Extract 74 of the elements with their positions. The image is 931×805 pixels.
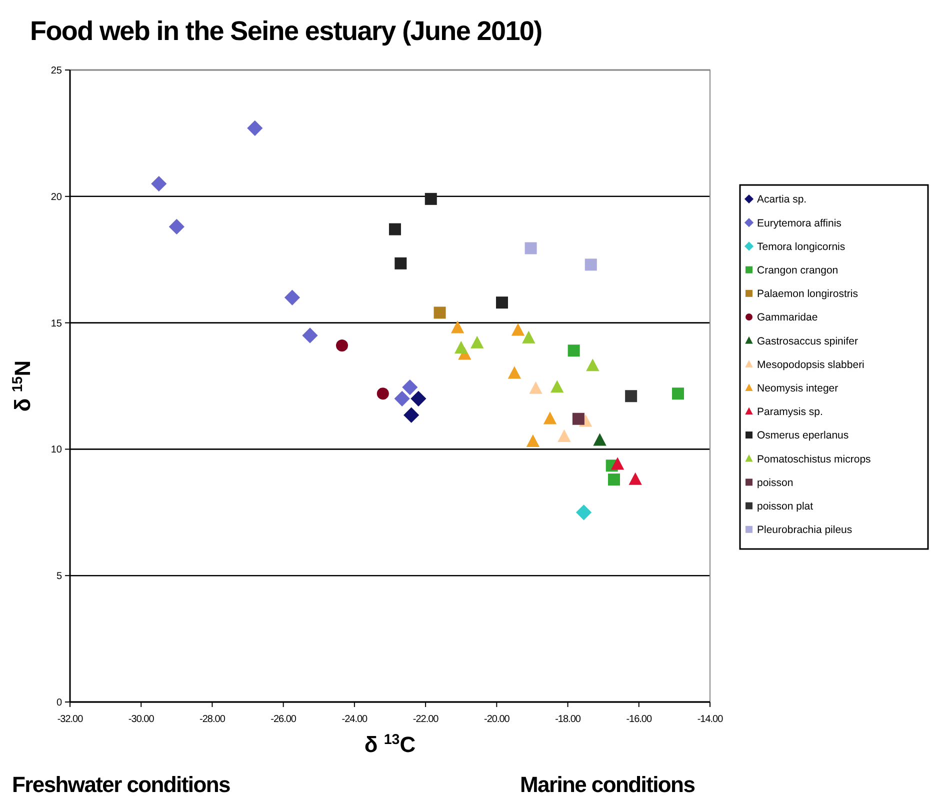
x-tick-label: -16.00 xyxy=(626,714,652,725)
point xyxy=(302,328,318,344)
point xyxy=(672,388,684,400)
point xyxy=(470,336,484,348)
legend-label: Crangon crangon xyxy=(757,264,838,276)
point xyxy=(284,290,300,306)
point xyxy=(572,412,584,425)
point xyxy=(593,433,606,446)
point xyxy=(529,381,542,394)
x-tick-label: -14.00 xyxy=(697,714,724,725)
x-tick-label: -30.00 xyxy=(128,714,155,725)
point xyxy=(568,344,580,357)
point xyxy=(410,390,426,406)
legend-label: Neomysis integer xyxy=(757,382,839,394)
point xyxy=(524,242,537,254)
point xyxy=(151,176,167,192)
y-tick-label: 25 xyxy=(50,66,62,76)
point xyxy=(610,457,624,470)
point xyxy=(404,407,420,423)
y-tick-label: 5 xyxy=(56,571,62,582)
legend-label: Eurytemora affinis xyxy=(757,217,842,230)
chart-title: Food web in the Seine estuary (June 2010) xyxy=(30,16,542,46)
point xyxy=(394,390,410,406)
legend-label: Temora longicornis xyxy=(757,240,846,253)
text: Marine conditions xyxy=(520,772,696,797)
x-axis-title: δ $^{13}$C xyxy=(364,732,416,757)
point xyxy=(168,218,184,235)
legend-label: Paramysis sp. xyxy=(757,406,823,418)
y-tick-label: 0 xyxy=(56,698,62,708)
point xyxy=(496,296,508,309)
point xyxy=(424,192,437,205)
y-tick-label: 20 xyxy=(50,192,62,203)
x-tick-label: -24.00 xyxy=(342,714,368,725)
x-tick-label: -32.00 xyxy=(57,714,84,725)
legend-label: Gammaridae xyxy=(757,312,818,324)
point xyxy=(608,474,620,486)
y-tick-label: 15 xyxy=(50,318,62,330)
point xyxy=(576,504,592,520)
legend-label: Mesopodopsis slabberi xyxy=(757,358,864,371)
point xyxy=(526,434,540,448)
x-tick-label: -20.00 xyxy=(484,714,510,725)
x-tick-label: -22.00 xyxy=(412,714,440,725)
point xyxy=(511,323,525,336)
legend-label: Acartia sp. xyxy=(757,194,807,206)
legend-label: poisson xyxy=(757,476,794,489)
legend-label: Pomatoschistus microps xyxy=(757,453,871,466)
point xyxy=(628,472,642,485)
y-tick-label: 10 xyxy=(50,444,62,456)
point xyxy=(434,306,446,319)
point xyxy=(522,330,536,344)
point xyxy=(625,390,638,402)
point xyxy=(586,358,600,372)
point xyxy=(388,223,401,236)
legend-label: Palaemon longirostris xyxy=(757,288,858,300)
point xyxy=(247,120,263,136)
point xyxy=(376,388,389,400)
point xyxy=(584,258,597,271)
point xyxy=(454,340,468,354)
point xyxy=(402,379,418,396)
text: Freshwater conditions xyxy=(12,772,230,797)
legend-label: poisson plat xyxy=(757,500,814,512)
legend-label: Gastrosaccus spinifer xyxy=(757,335,858,348)
legend-label: Pleurobrachia pileus xyxy=(757,524,852,536)
point xyxy=(450,320,464,334)
point xyxy=(543,412,557,424)
point xyxy=(508,366,522,379)
x-tick-label: -28.00 xyxy=(200,714,226,725)
point xyxy=(550,380,564,393)
point xyxy=(336,340,348,352)
point xyxy=(558,429,571,442)
legend-label: Osmerus eperlanus xyxy=(757,430,849,442)
point xyxy=(394,257,407,270)
x-tick-label: -26.00 xyxy=(270,714,297,725)
x-tick-label: -18.00 xyxy=(555,714,582,725)
